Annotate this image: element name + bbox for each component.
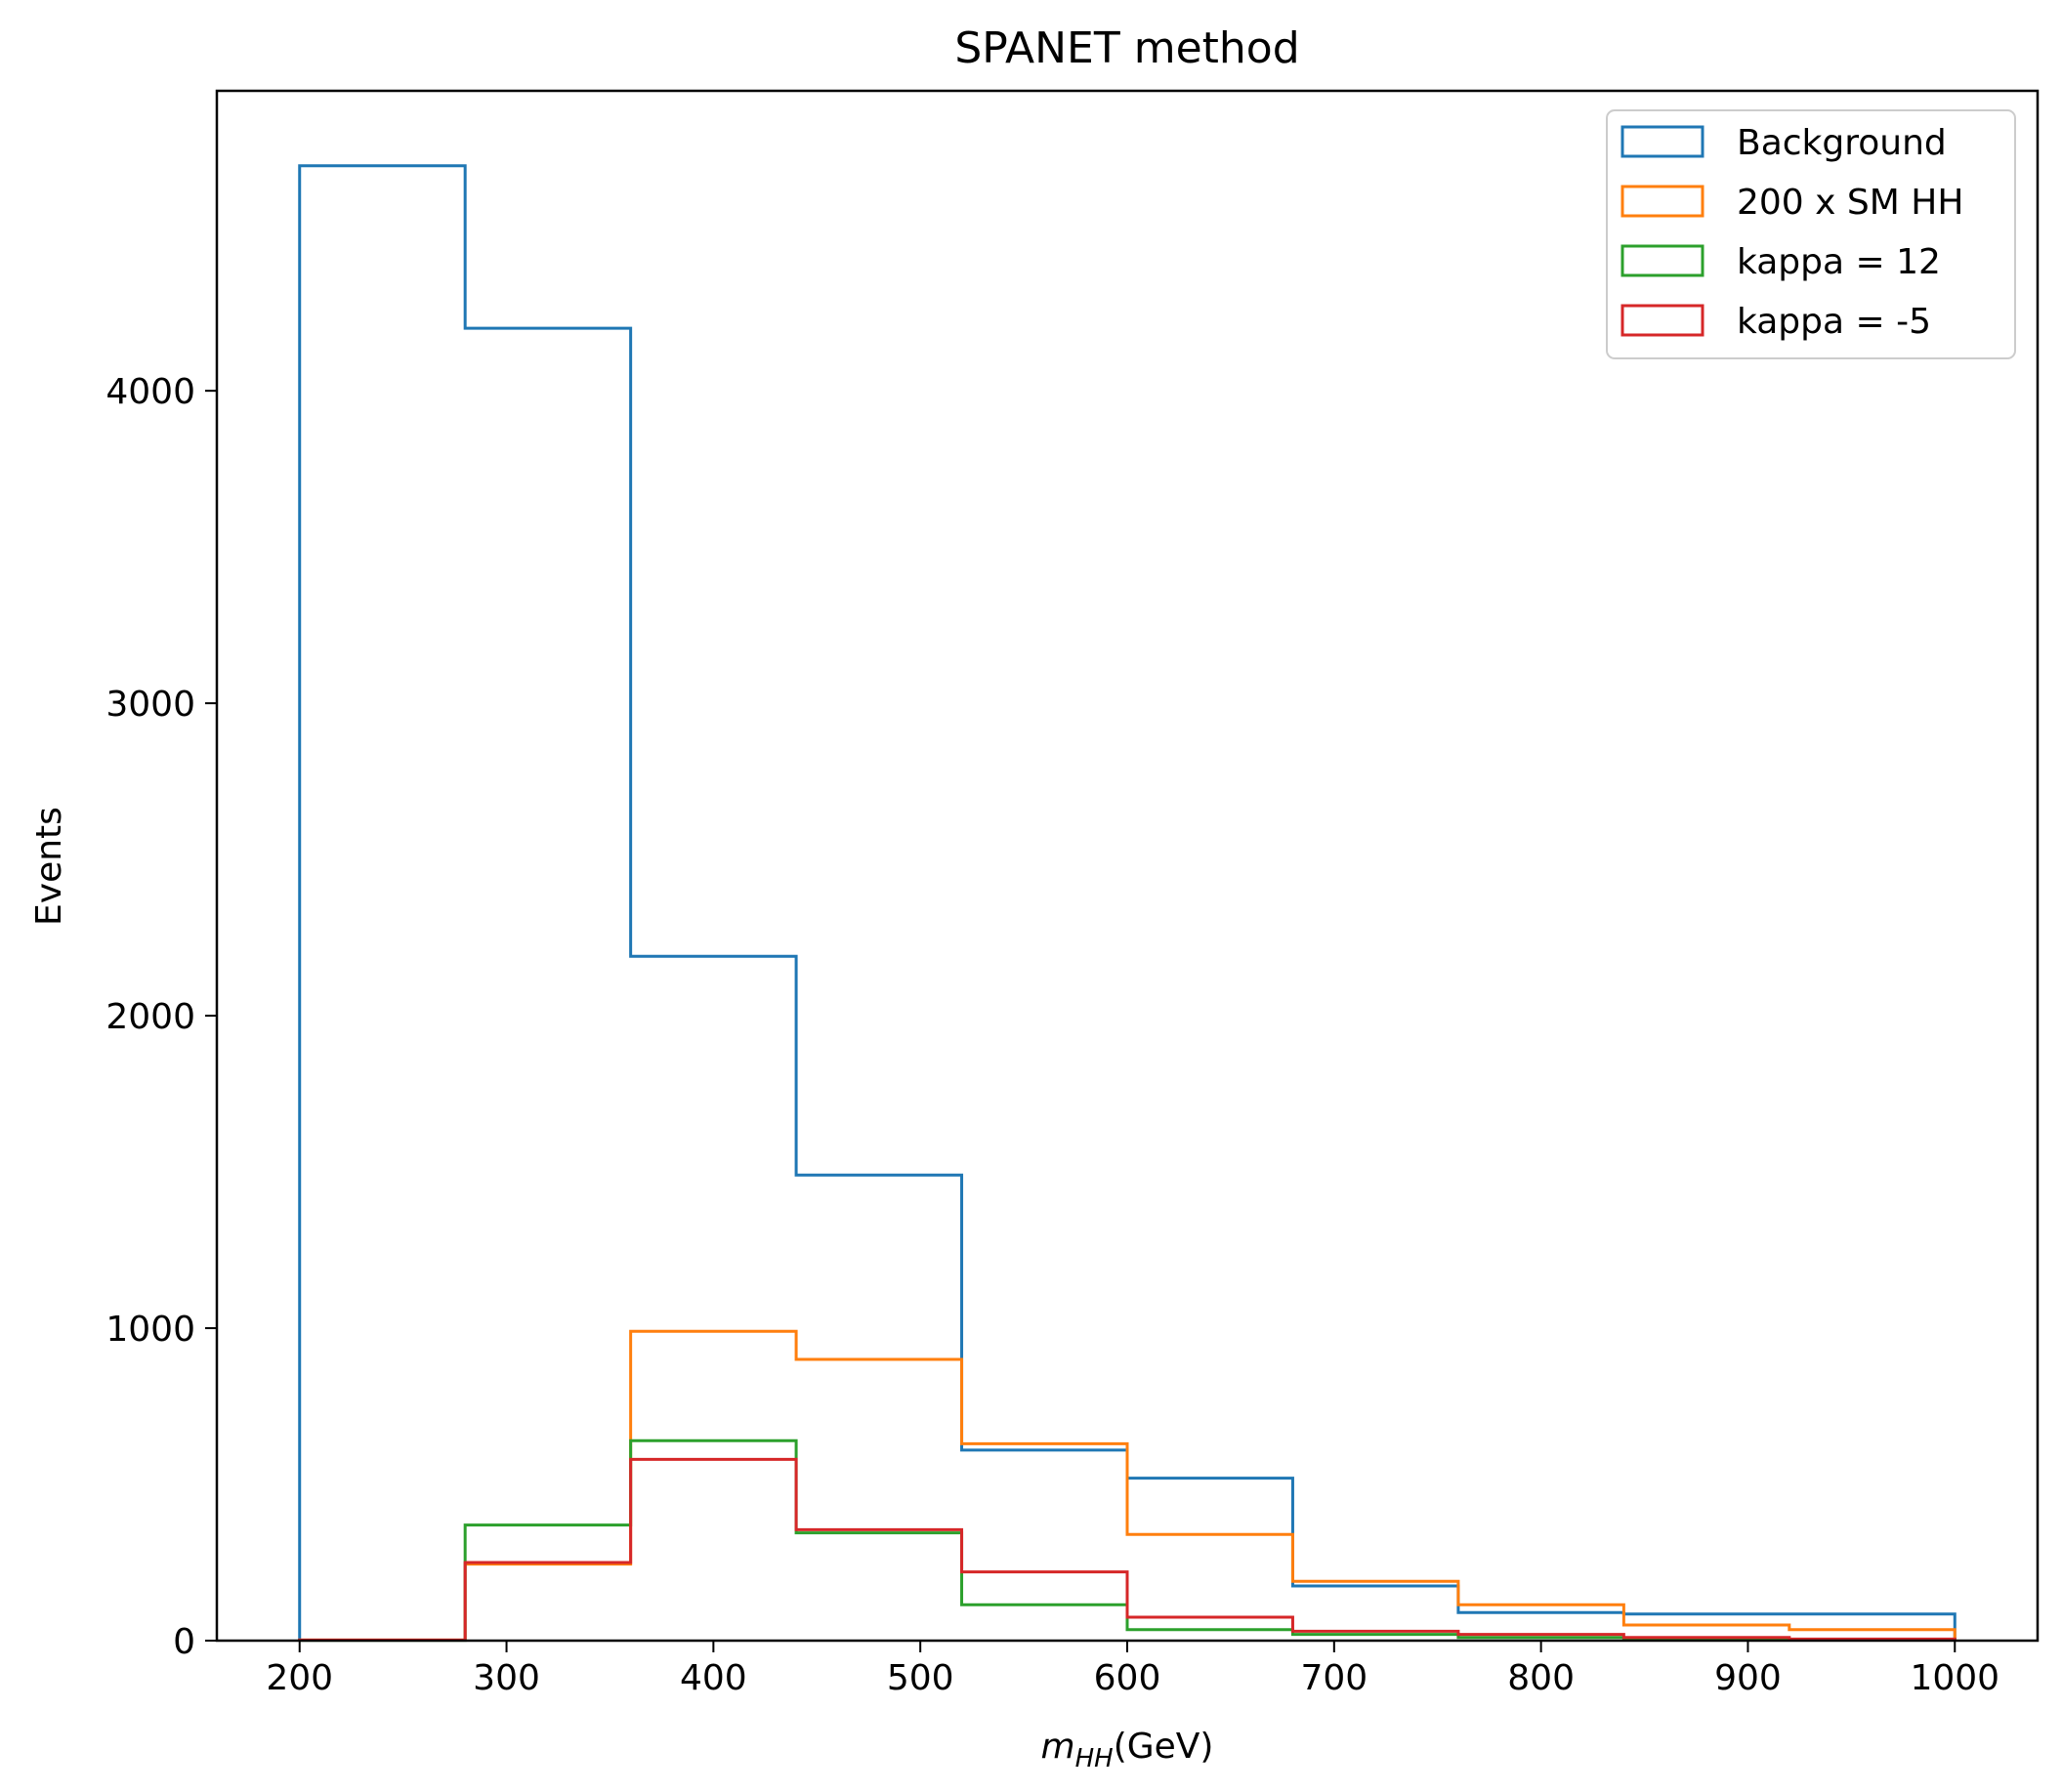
- legend-frame: [1606, 109, 2016, 359]
- legend-swatch: [1620, 185, 1704, 218]
- x-tick-label: 800: [1507, 1658, 1575, 1698]
- legend-label: kappa = 12: [1737, 242, 1941, 282]
- x-tick-label: 1000: [1910, 1658, 1999, 1698]
- legend-swatch: [1620, 125, 1704, 158]
- legend: Background 200 x SM HH kappa = 12 kappa = -…: [1606, 109, 2016, 359]
- series-step-1: [298, 1329, 1957, 1642]
- legend-label: 200 x SM HH: [1737, 183, 1963, 223]
- y-tick-label: 4000: [105, 372, 195, 412]
- x-tick-label: 700: [1300, 1658, 1368, 1698]
- y-axis-ticks: 0 1000 2000 3000 4000: [105, 372, 217, 1662]
- y-tick-label: 3000: [105, 685, 195, 725]
- y-tick-label: 0: [173, 1622, 195, 1662]
- legend-swatch: [1620, 304, 1704, 337]
- x-axis-label-symbol: m: [1041, 1727, 1075, 1767]
- x-tick-label: 400: [680, 1658, 747, 1698]
- chart-title: SPANET method: [954, 23, 1299, 73]
- legend-label: Background: [1737, 123, 1947, 163]
- x-axis-label: mHH(GeV): [1041, 1727, 1214, 1773]
- y-tick-label: 1000: [105, 1310, 195, 1350]
- x-tick-label: 200: [266, 1658, 333, 1698]
- legend-label: kappa = -5: [1737, 302, 1931, 342]
- x-axis-label-subscript: HH: [1075, 1744, 1114, 1773]
- x-tick-label: 600: [1094, 1658, 1161, 1698]
- y-tick-label: 2000: [105, 997, 195, 1037]
- x-tick-label: 300: [473, 1658, 540, 1698]
- x-tick-label: 500: [887, 1658, 954, 1698]
- x-axis-label-unit: (GeV): [1114, 1727, 1214, 1767]
- x-axis-ticks: 200 300 400 500 600 700 800 900 1000: [266, 1641, 1999, 1698]
- legend-swatch: [1620, 244, 1704, 277]
- plot-area: [298, 164, 1957, 1643]
- x-tick-label: 900: [1714, 1658, 1782, 1698]
- series-step-3: [298, 1457, 1957, 1642]
- y-axis-label: Events: [29, 807, 69, 926]
